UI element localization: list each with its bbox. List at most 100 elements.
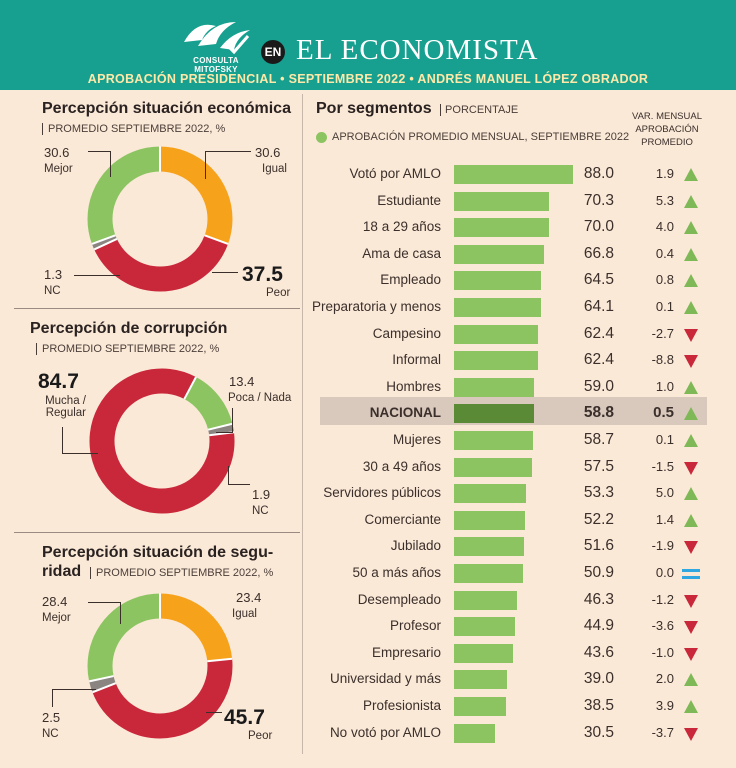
segment-value: 66.8 [583, 244, 614, 262]
segment-value: 64.5 [583, 271, 614, 289]
corruption-donut [89, 368, 235, 514]
donut-separator [93, 238, 118, 251]
corruption-subtitle: PROMEDIO SEPTIEMBRE 2022, % [36, 343, 219, 355]
header-banner: CONSULTA MITOFSKY EN EL ECONOMISTA APROB… [0, 0, 736, 90]
economic-peor-value: 37.5 [242, 263, 283, 286]
economic-mejor-value: 30.6 [44, 145, 70, 160]
leader-line [52, 689, 53, 707]
segment-bar [454, 271, 542, 291]
segment-value: 58.8 [583, 404, 614, 422]
segment-label: Profesor [389, 618, 441, 634]
segment-label: Campesino [372, 325, 441, 341]
segment-value: 58.7 [583, 431, 614, 448]
segment-bar [454, 324, 539, 344]
segment-bar [454, 564, 523, 583]
segment-monthly-change: 5.3 [655, 192, 674, 208]
donut-slice-mucha-regular [89, 368, 235, 514]
segment-value: 51.6 [583, 537, 614, 555]
leader-line [88, 602, 120, 603]
segment-label: 30 a 49 años [362, 458, 441, 474]
brand-title: EL ECONOMISTA [296, 34, 539, 66]
economic-title: Percepción situación económica [42, 100, 291, 117]
security-donut [87, 593, 233, 739]
security-igual-label: Igual [232, 608, 257, 620]
down-arrow-icon [684, 328, 698, 342]
leader-line [206, 712, 222, 713]
segment-monthly-change: -3.7 [651, 724, 674, 740]
leader-line [212, 272, 238, 273]
segment-label: Empresario [371, 644, 441, 660]
leader-line [228, 466, 229, 484]
segment-label: Desempleado [357, 591, 441, 607]
up-arrow-icon [684, 168, 698, 181]
segment-bar [454, 643, 513, 663]
segment-value: 39.0 [583, 670, 614, 688]
leader-line [52, 689, 96, 690]
up-arrow-icon [684, 247, 698, 261]
corruption-nc-value: 1.9 [252, 487, 271, 502]
economic-mejor-label: Mejor [44, 163, 73, 175]
segment-label: Universidad y más [329, 671, 441, 687]
donut-separator [207, 422, 233, 431]
security-nc-label: NC [42, 728, 59, 740]
leader-line [228, 484, 250, 485]
segment-value: 44.9 [583, 617, 614, 635]
leader-line [88, 151, 110, 152]
segment-monthly-change: 4.0 [655, 219, 674, 235]
section-divider [14, 532, 300, 533]
segment-monthly-change: 0.0 [655, 565, 674, 580]
security-mejor-label: Mejor [42, 612, 71, 624]
segment-bar [454, 697, 507, 716]
up-arrow-icon [684, 673, 698, 687]
segment-monthly-change: 0.4 [655, 245, 674, 261]
segment-monthly-change: 0.5 [653, 404, 674, 422]
segment-bar [454, 537, 524, 557]
down-arrow-icon [684, 621, 698, 635]
leader-line [62, 453, 98, 454]
segment-value: 59.0 [583, 377, 614, 395]
segment-bar [454, 457, 532, 477]
segment-value: 62.4 [583, 324, 614, 342]
corruption-mucha-label: Mucha / Regular [45, 395, 86, 419]
segment-label: Jubilado [390, 538, 441, 554]
security-mejor-value: 28.4 [42, 594, 68, 609]
segment-label: No votó por AMLO [329, 724, 441, 740]
economic-peor-label: Peor [266, 287, 291, 299]
segment-value: 30.5 [583, 723, 614, 741]
infographic-subtitle: APROBACIÓN PRESIDENCIAL • SEPTIEMBRE 202… [87, 72, 649, 86]
down-arrow-icon [684, 541, 698, 555]
down-arrow-icon [684, 355, 698, 369]
segment-label: Preparatoria y menos [312, 299, 442, 314]
donut-slice-peor [87, 593, 233, 739]
segment-bar [454, 244, 545, 264]
leader-line [205, 151, 251, 152]
segment-monthly-change: -3.6 [651, 618, 674, 634]
donut-separator [91, 234, 116, 245]
leader-line [62, 427, 63, 453]
segment-label: Ama de casa [362, 245, 441, 261]
economic-igual-label: Igual [262, 163, 287, 175]
segment-monthly-change: -1.2 [651, 591, 674, 607]
segment-value: 43.6 [583, 643, 614, 661]
segment-value: 38.5 [583, 697, 614, 714]
segment-monthly-change: 0.1 [655, 432, 674, 447]
var-header: VAR. MENSUAL APROBACIÓN PROMEDIO [622, 110, 712, 149]
segment-bar [454, 351, 539, 371]
segment-monthly-change: 1.0 [655, 378, 674, 394]
leader-line [110, 151, 111, 177]
up-arrow-icon [684, 434, 698, 447]
up-arrow-icon [684, 407, 698, 421]
mitofsky-logo-icon [184, 22, 250, 55]
security-title-line1: Percepción situación de segu- [42, 544, 274, 561]
leader-line [74, 275, 120, 276]
segment-monthly-change: -1.9 [651, 538, 674, 554]
up-arrow-icon [684, 194, 698, 208]
segment-monthly-change: 5.0 [655, 485, 674, 501]
segment-value: 46.3 [583, 590, 614, 608]
donut-separator [92, 682, 117, 694]
corruption-mucha-value: 84.7 [38, 370, 79, 393]
donut-separator [88, 675, 114, 683]
segment-bar [454, 298, 541, 317]
economic-subtitle: PROMEDIO SEPTIEMBRE 2022, % [42, 123, 225, 135]
segment-monthly-change: 1.4 [655, 511, 674, 527]
